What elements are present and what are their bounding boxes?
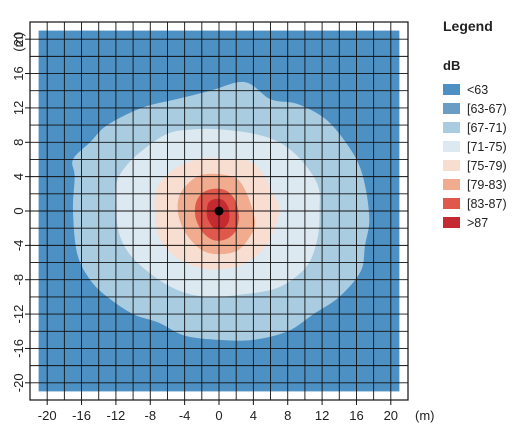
tick-labels: -20 -16 -12 -8 -4 0 4 8 12 16 20 (m)-20-16-12-8-404… xyxy=(11,32,435,423)
y-tick-label: 4 xyxy=(11,173,26,180)
y-tick-label: 20 xyxy=(11,32,26,46)
legend-title: Legend xyxy=(443,18,493,34)
legend-item: [71-75) xyxy=(443,137,521,156)
x-tick-label: 4 xyxy=(250,408,257,423)
y-tick-label: 0 xyxy=(11,207,26,214)
legend-item: [75-79) xyxy=(443,156,521,175)
y-tick-label: -8 xyxy=(11,274,26,286)
legend-swatch xyxy=(443,217,460,228)
legend-swatch xyxy=(443,84,460,95)
legend-label: >87 xyxy=(467,215,489,230)
legend-swatch xyxy=(443,160,460,171)
y-tick-label: -20 xyxy=(11,373,26,392)
legend-label: [67-71) xyxy=(467,120,507,135)
legend-item: [63-67) xyxy=(443,99,521,118)
legend-item: >87 xyxy=(443,213,521,232)
x-tick-label: -12 xyxy=(107,408,126,423)
y-tick-label: -16 xyxy=(11,339,26,358)
legend-item: <63 xyxy=(443,80,521,99)
legend-unit: dB xyxy=(443,58,461,73)
x-tick-label: -16 xyxy=(72,408,91,423)
legend-item: [79-83) xyxy=(443,175,521,194)
y-tick-label: -12 xyxy=(11,305,26,324)
x-axis-unit: (m) xyxy=(415,408,435,423)
legend-swatch xyxy=(443,141,460,152)
legend-items: <63 [63-67) [67-71) [71-75) [75-79) [79-83) [8… xyxy=(443,80,521,232)
y-tick-label: -4 xyxy=(11,240,26,252)
x-tick-label: -8 xyxy=(144,408,156,423)
legend-item: [83-87) xyxy=(443,194,521,213)
x-tick-label: -4 xyxy=(179,408,191,423)
legend: Legend dB <63 [63-67) [67-71) [71-75) [75-79… xyxy=(443,18,521,232)
legend-label: <63 xyxy=(467,82,489,97)
legend-swatch xyxy=(443,103,460,114)
legend-label: [79-83) xyxy=(467,177,507,192)
x-tick-label: 12 xyxy=(315,408,329,423)
legend-label: [71-75) xyxy=(467,139,507,154)
y-tick-label: 16 xyxy=(11,66,26,80)
legend-label: [75-79) xyxy=(467,158,507,173)
legend-label: [63-67) xyxy=(467,101,507,116)
y-axis-unit: (m) xyxy=(11,32,26,52)
x-tick-label: -20 xyxy=(38,408,57,423)
x-tick-label: 16 xyxy=(349,408,363,423)
legend-swatch xyxy=(443,198,460,209)
y-tick-label: 12 xyxy=(11,101,26,115)
x-tick-label: 8 xyxy=(284,408,291,423)
legend-swatch xyxy=(443,179,460,190)
noise-source-marker xyxy=(214,206,224,216)
x-tick-label: 0 xyxy=(215,408,222,423)
legend-swatch xyxy=(443,122,460,133)
legend-item: [67-71) xyxy=(443,118,521,137)
x-tick-label: 20 xyxy=(384,408,398,423)
y-tick-label: 8 xyxy=(11,139,26,146)
legend-label: [83-87) xyxy=(467,196,507,211)
source-marker-layer xyxy=(214,206,224,216)
